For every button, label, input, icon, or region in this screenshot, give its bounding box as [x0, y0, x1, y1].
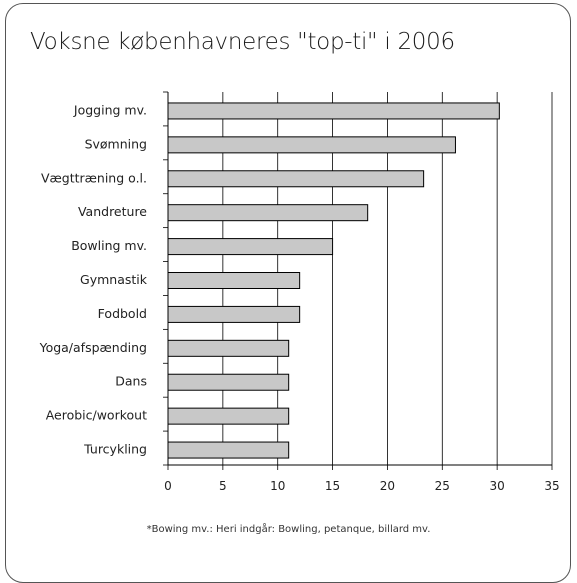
- category-label: Vandreture: [78, 204, 147, 219]
- bar: [167, 272, 301, 289]
- x-tick-label: 10: [270, 479, 285, 493]
- category-label: Fodbold: [98, 306, 147, 321]
- category-label: Yoga/afspænding: [39, 340, 147, 355]
- x-tick-label: 25: [435, 479, 450, 493]
- x-tick-label: 5: [219, 479, 227, 493]
- bars: [167, 102, 500, 459]
- chart-title: Voksne københavneres "top-ti" i 2006: [30, 29, 455, 55]
- category-label: Svømning: [85, 136, 147, 151]
- bar: [167, 339, 290, 357]
- bar: [167, 170, 425, 188]
- chart-panel: [5, 3, 571, 583]
- x-tick-label: 0: [164, 479, 172, 493]
- category-label: Aerobic/workout: [46, 408, 147, 423]
- x-tick-labels: 0 5 10 15 20 25 30 35: [164, 479, 559, 493]
- bar: [167, 441, 290, 459]
- x-tick-label: 20: [380, 479, 395, 493]
- category-label: Gymnastik: [80, 272, 148, 287]
- bar: [167, 305, 301, 323]
- category-label: Dans: [115, 374, 147, 389]
- category-label: Bowling mv.: [71, 238, 147, 253]
- footnote: *Bowing mv.: Heri indgår: Bowling, petan…: [146, 524, 431, 535]
- category-label: Jogging mv.: [73, 102, 147, 117]
- bar-chart: Jogging mv. Svømning Vægttræning o.l. Vandr…: [39, 91, 560, 493]
- category-label: Vægttræning o.l.: [41, 170, 147, 185]
- bar: [167, 204, 369, 222]
- bar: [167, 102, 500, 120]
- x-tick-label: 30: [490, 479, 505, 493]
- bar: [167, 238, 334, 256]
- x-tick-label: 35: [544, 479, 559, 493]
- bar: [167, 373, 290, 391]
- x-tick-label: 15: [325, 479, 340, 493]
- grid-lines: [222, 92, 553, 465]
- category-label: Turcykling: [83, 442, 147, 457]
- bar: [167, 136, 456, 154]
- category-labels: Jogging mv. Svømning Vægttræning o.l. Vandr…: [39, 102, 148, 456]
- bar: [167, 407, 290, 425]
